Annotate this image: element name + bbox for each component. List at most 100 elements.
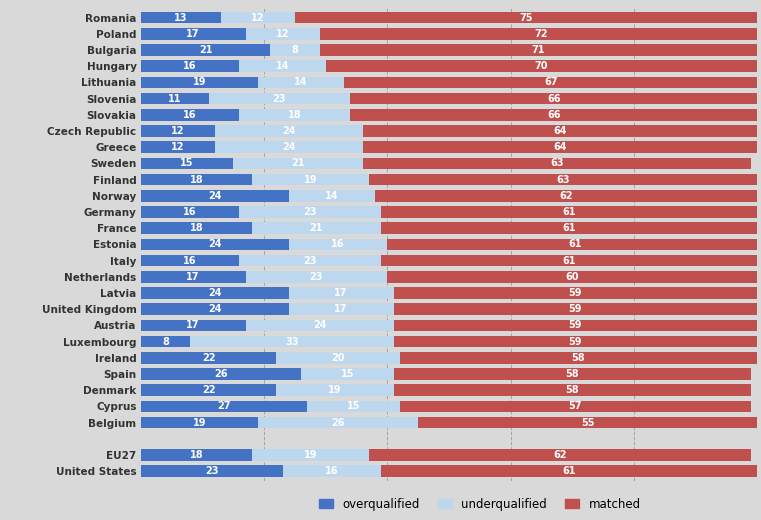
Text: 16: 16	[183, 61, 197, 71]
Text: 59: 59	[568, 336, 582, 347]
Text: 67: 67	[544, 77, 558, 87]
Text: 64: 64	[553, 142, 567, 152]
Text: 12: 12	[251, 12, 265, 22]
Bar	[381, 206, 757, 218]
Bar	[393, 336, 757, 347]
Text: 21: 21	[291, 159, 304, 168]
Text: 19: 19	[304, 175, 317, 185]
Bar	[288, 239, 387, 250]
Text: 24: 24	[208, 191, 221, 201]
Text: 24: 24	[282, 126, 295, 136]
Text: 61: 61	[562, 207, 576, 217]
Bar	[282, 465, 381, 477]
Text: 24: 24	[208, 239, 221, 250]
Text: 8: 8	[291, 45, 298, 55]
Bar	[363, 125, 757, 137]
Text: 13: 13	[174, 12, 188, 22]
Bar	[301, 368, 393, 380]
Text: 8: 8	[162, 336, 169, 347]
Text: 15: 15	[180, 159, 194, 168]
Text: 26: 26	[331, 418, 345, 427]
Bar	[141, 400, 307, 412]
Bar	[141, 174, 252, 186]
Bar	[141, 320, 246, 331]
Bar	[141, 223, 252, 234]
Bar	[252, 223, 381, 234]
Text: 18: 18	[189, 450, 203, 460]
Text: 63: 63	[556, 175, 570, 185]
Text: 27: 27	[217, 401, 231, 411]
Bar	[141, 109, 240, 121]
Text: 63: 63	[550, 159, 564, 168]
Bar	[252, 174, 369, 186]
Text: 19: 19	[328, 385, 342, 395]
Text: 18: 18	[288, 110, 301, 120]
Bar	[350, 109, 757, 121]
Text: 24: 24	[313, 320, 326, 330]
Text: 23: 23	[310, 272, 323, 282]
Text: 23: 23	[304, 207, 317, 217]
Legend: overqualified, underqualified, matched: overqualified, underqualified, matched	[314, 493, 645, 515]
Bar	[221, 11, 295, 23]
Bar	[400, 352, 757, 363]
Text: 61: 61	[568, 239, 582, 250]
Text: 16: 16	[183, 207, 197, 217]
Text: 17: 17	[186, 272, 200, 282]
Bar	[387, 239, 761, 250]
Bar	[234, 158, 363, 169]
Bar	[141, 206, 240, 218]
Bar	[270, 44, 320, 56]
Bar	[141, 336, 190, 347]
Text: 58: 58	[565, 385, 579, 395]
Text: 57: 57	[568, 401, 582, 411]
Text: 61: 61	[562, 223, 576, 233]
Bar	[141, 125, 215, 137]
Text: 18: 18	[189, 223, 203, 233]
Text: 59: 59	[568, 320, 582, 330]
Text: 12: 12	[275, 29, 289, 38]
Bar	[141, 368, 301, 380]
Bar	[276, 352, 400, 363]
Bar	[320, 28, 761, 40]
Text: 18: 18	[189, 175, 203, 185]
Text: 19: 19	[193, 77, 206, 87]
Text: 70: 70	[535, 61, 548, 71]
Bar	[381, 465, 757, 477]
Text: 26: 26	[214, 369, 228, 379]
Text: 12: 12	[171, 126, 184, 136]
Text: 60: 60	[565, 272, 579, 282]
Text: 24: 24	[208, 304, 221, 314]
Bar	[141, 28, 246, 40]
Bar	[320, 44, 757, 56]
Bar	[400, 400, 751, 412]
Text: 59: 59	[568, 288, 582, 298]
Bar	[350, 93, 757, 105]
Bar	[141, 287, 288, 299]
Bar	[387, 271, 757, 283]
Bar	[381, 223, 757, 234]
Bar	[393, 287, 757, 299]
Bar	[209, 93, 350, 105]
Text: 72: 72	[535, 29, 548, 38]
Text: 11: 11	[168, 94, 181, 103]
Text: 66: 66	[547, 110, 561, 120]
Text: 33: 33	[285, 336, 298, 347]
Bar	[369, 174, 757, 186]
Bar	[141, 449, 252, 461]
Bar	[393, 303, 757, 315]
Text: 17: 17	[186, 320, 200, 330]
Text: 59: 59	[568, 304, 582, 314]
Text: 17: 17	[334, 304, 348, 314]
Bar	[307, 400, 400, 412]
Text: 62: 62	[559, 191, 573, 201]
Bar	[215, 141, 363, 153]
Text: 19: 19	[304, 450, 317, 460]
Text: 71: 71	[532, 45, 545, 55]
Text: 21: 21	[310, 223, 323, 233]
Bar	[363, 141, 757, 153]
Bar	[240, 60, 326, 72]
Bar	[141, 11, 221, 23]
Bar	[240, 206, 381, 218]
Text: 62: 62	[553, 450, 567, 460]
Text: 14: 14	[325, 191, 339, 201]
